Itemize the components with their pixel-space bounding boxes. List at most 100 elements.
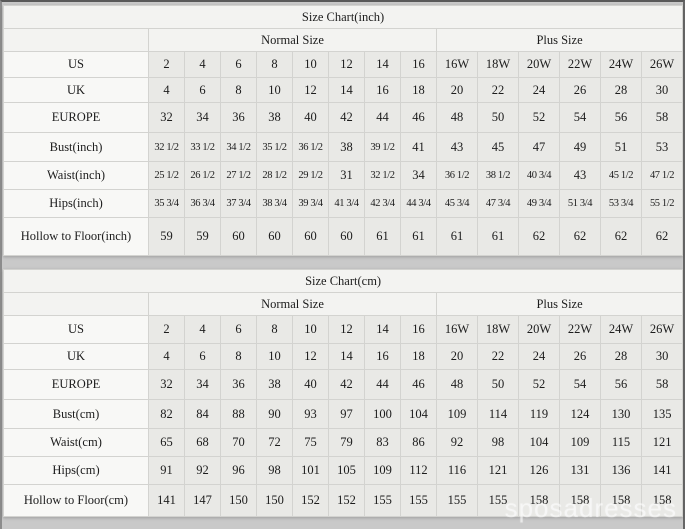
- size-value-cell: 52: [518, 369, 560, 400]
- size-value-cell: 20W: [518, 315, 560, 344]
- size-value-cell: 34: [184, 369, 221, 400]
- size-value-cell: 96: [220, 456, 257, 485]
- size-value-cell: 28 1/2: [256, 161, 293, 190]
- size-value-cell: 109: [559, 428, 601, 457]
- size-value-cell: 55 1/2: [640, 189, 684, 218]
- row-label: Hips(cm): [3, 456, 149, 485]
- size-value-cell: 62: [559, 217, 601, 256]
- size-value-cell: 91: [148, 456, 185, 485]
- size-value-cell: 12: [292, 343, 329, 370]
- size-value-cell: 121: [640, 428, 684, 457]
- size-value-cell: 18: [400, 77, 437, 103]
- size-value-cell: 51: [600, 132, 642, 162]
- size-value-cell: 105: [328, 456, 365, 485]
- size-value-cell: 52: [518, 102, 560, 133]
- size-value-cell: 42: [328, 102, 365, 133]
- size-chart-inch-table: Size Chart(inch) Normal Size Plus Size US 2 4…: [2, 0, 685, 256]
- size-value-cell: 68: [184, 428, 221, 457]
- size-value-cell: 8: [256, 51, 293, 78]
- size-value-cell: 141: [640, 456, 684, 485]
- size-value-cell: 60: [220, 217, 257, 256]
- size-value-cell: 22W: [559, 315, 601, 344]
- size-value-cell: 12: [328, 51, 365, 78]
- size-value-cell: 152: [292, 484, 329, 517]
- size-value-cell: 18: [400, 343, 437, 370]
- size-value-cell: 48: [436, 102, 478, 133]
- table-row: Hips(cm) 91 92 96 98 101 105 109 112 116 121 126 131…: [3, 456, 684, 485]
- size-value-cell: 44: [364, 102, 401, 133]
- size-value-cell: 8: [220, 77, 257, 103]
- size-value-cell: 84: [184, 399, 221, 429]
- size-value-cell: 50: [477, 369, 519, 400]
- size-value-cell: 109: [436, 399, 478, 429]
- size-value-cell: 82: [148, 399, 185, 429]
- row-label: Hollow to Floor(cm): [3, 484, 149, 517]
- size-value-cell: 44: [364, 369, 401, 400]
- size-value-cell: 16: [364, 77, 401, 103]
- size-value-cell: 4: [184, 315, 221, 344]
- size-value-cell: 25 1/2: [148, 161, 185, 190]
- size-value-cell: 65: [148, 428, 185, 457]
- size-value-cell: 32 1/2: [364, 161, 401, 190]
- size-value-cell: 16W: [436, 51, 478, 78]
- size-value-cell: 116: [436, 456, 478, 485]
- size-value-cell: 39 3/4: [292, 189, 329, 218]
- column-group-header: Normal Size: [148, 292, 437, 316]
- table-row: US 2 4 6 8 10 12 14 16 16W 18W 20W 22W 24W 26W: [3, 315, 684, 344]
- column-group-header: Plus Size: [435, 28, 684, 52]
- size-value-cell: 114: [477, 399, 519, 429]
- row-label: Hips(inch): [3, 189, 149, 218]
- size-value-cell: 93: [292, 399, 329, 429]
- size-value-cell: 20: [436, 77, 478, 103]
- row-label: UK: [3, 343, 149, 370]
- size-value-cell: 6: [220, 315, 257, 344]
- size-value-cell: 37 3/4: [220, 189, 257, 218]
- size-value-cell: 56: [600, 369, 642, 400]
- size-value-cell: 43: [559, 161, 601, 190]
- size-value-cell: 47: [518, 132, 560, 162]
- size-value-cell: 61: [477, 217, 519, 256]
- size-value-cell: 35 1/2: [256, 132, 293, 162]
- size-value-cell: 41: [400, 132, 437, 162]
- size-value-cell: 135: [640, 399, 684, 429]
- size-value-cell: 49: [559, 132, 601, 162]
- size-value-cell: 38: [328, 132, 365, 162]
- size-value-cell: 60: [256, 217, 293, 256]
- size-value-cell: 147: [184, 484, 221, 517]
- size-value-cell: 60: [292, 217, 329, 256]
- size-value-cell: 2: [148, 51, 185, 78]
- size-value-cell: 43: [436, 132, 478, 162]
- size-value-cell: 130: [600, 399, 642, 429]
- size-value-cell: 16: [364, 343, 401, 370]
- size-value-cell: 36 1/2: [436, 161, 478, 190]
- table-title: Size Chart(cm): [2, 269, 684, 293]
- size-value-cell: 155: [364, 484, 401, 517]
- size-value-cell: 22: [477, 343, 519, 370]
- size-value-cell: 8: [256, 315, 293, 344]
- size-value-cell: 36 1/2: [292, 132, 329, 162]
- size-value-cell: 32 1/2: [148, 132, 185, 162]
- size-value-cell: 54: [559, 102, 601, 133]
- column-group-header: Normal Size: [148, 28, 437, 52]
- size-value-cell: 155: [400, 484, 437, 517]
- size-value-cell: 31: [328, 161, 365, 190]
- size-value-cell: 38 1/2: [477, 161, 519, 190]
- size-value-cell: 98: [256, 456, 293, 485]
- table-row: EUROPE 32 34 36 38 40 42 44 46 48 50 52 54 56 58: [3, 369, 684, 400]
- size-value-cell: 16W: [436, 315, 478, 344]
- size-value-cell: 18W: [477, 315, 519, 344]
- size-value-cell: 62: [640, 217, 684, 256]
- table-row: Waist(inch) 25 1/2 26 1/2 27 1/2 28 1/2 29 1/…: [3, 161, 684, 190]
- size-value-cell: 121: [477, 456, 519, 485]
- size-value-cell: 38 3/4: [256, 189, 293, 218]
- size-table: Size Chart(cm) Normal Size Plus Size US 2 4 6 8…: [2, 269, 684, 517]
- size-value-cell: 53: [640, 132, 684, 162]
- size-value-cell: 40: [292, 369, 329, 400]
- table-row: UK 4 6 8 10 12 14 16 18 20 22 24 26 28 30: [3, 77, 684, 103]
- column-group-header: Plus Size: [435, 292, 684, 316]
- size-value-cell: 20: [436, 343, 478, 370]
- size-value-cell: 51 3/4: [559, 189, 601, 218]
- size-value-cell: 41 3/4: [328, 189, 365, 218]
- size-value-cell: 61: [364, 217, 401, 256]
- size-value-cell: 141: [148, 484, 185, 517]
